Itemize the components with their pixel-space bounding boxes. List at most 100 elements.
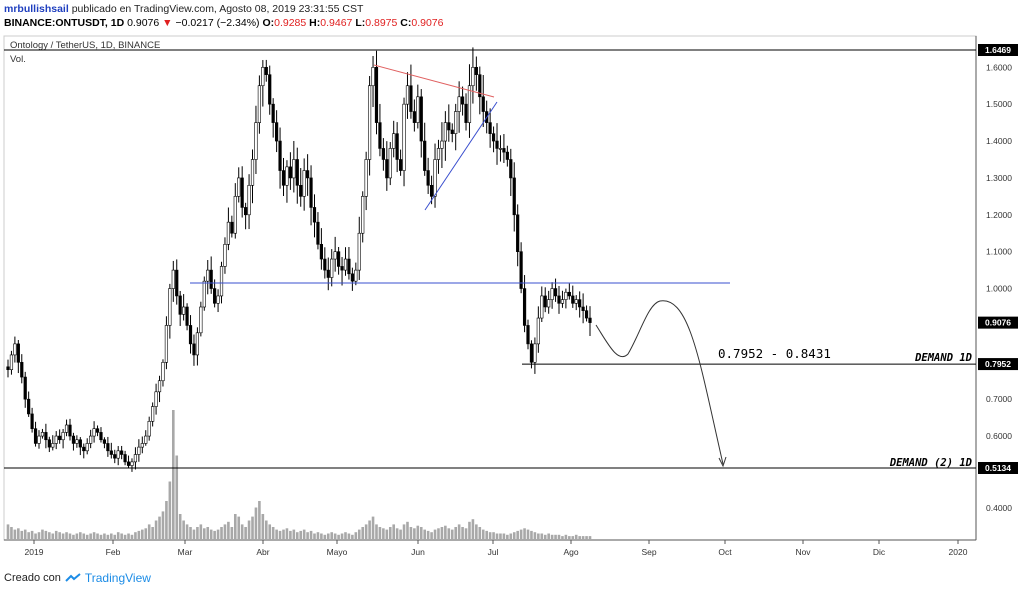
volume-bar (147, 524, 151, 540)
volume-bar (519, 529, 523, 540)
volume-bar (206, 527, 210, 540)
candle-body (130, 461, 134, 466)
volume-bar (309, 530, 313, 540)
candle-body (168, 288, 172, 326)
volume-bar (568, 536, 571, 540)
candle-body (78, 439, 82, 448)
volume-bar (161, 511, 165, 540)
candle-body (416, 96, 420, 123)
tradingview-brand[interactable]: TradingView (84, 571, 151, 585)
created-with-text: Creado con (4, 572, 61, 584)
candles (6, 47, 592, 472)
volume-bar (399, 529, 402, 540)
candle-body (498, 148, 503, 150)
candle-body (44, 432, 48, 441)
volume-bar (285, 528, 289, 540)
candle-body (85, 443, 89, 452)
volume-bar (306, 532, 309, 540)
candle-body (457, 96, 461, 112)
volume-bar (178, 514, 182, 540)
volume-bar (75, 533, 79, 540)
volume-bar (58, 532, 61, 540)
price-tick-label: 1.6000 (986, 62, 1012, 72)
volume-bar (406, 521, 409, 540)
volume-bar (492, 532, 495, 540)
author-link[interactable]: mrbullishsail (4, 3, 69, 15)
candle-body (23, 376, 27, 400)
candle-body (540, 295, 544, 319)
volume-bar (574, 534, 578, 540)
candle-body (502, 148, 506, 153)
price-label-text: 0.7952 (985, 359, 1011, 369)
chart-header: mrbullishsail publicado en TradingView.c… (4, 2, 444, 30)
candle-body (102, 439, 107, 444)
volume-bar (419, 527, 423, 540)
candle-body (109, 450, 113, 455)
candle-body (302, 170, 306, 197)
volume-bar (540, 533, 544, 540)
volume-bar (557, 534, 561, 540)
candle-body (75, 439, 79, 444)
volume-bar (554, 534, 557, 540)
candle-body (509, 159, 513, 179)
symbol-label: BINANCE:ONTUSDT, 1D (4, 17, 125, 29)
volume-bar (506, 534, 509, 540)
candle-body (178, 295, 182, 315)
price-tick-label: 0.7000 (986, 394, 1012, 404)
candle-body (240, 177, 244, 208)
volume-bar (65, 532, 68, 540)
candle-body (312, 207, 317, 223)
volume-bar (151, 527, 154, 540)
candle-body (126, 461, 131, 466)
volume-bar (430, 532, 433, 540)
candle-body (488, 122, 492, 134)
volume-bar (13, 529, 17, 540)
candle-body (547, 299, 551, 308)
volume-bar (316, 532, 320, 540)
demand-2-1d-label: DEMAND (2) 1D (889, 457, 972, 469)
candle-body (68, 424, 72, 437)
volume-bar (20, 530, 24, 540)
candle-body (340, 266, 344, 271)
volume-bar (48, 532, 51, 540)
volume-bar (478, 527, 482, 540)
candle-body (306, 170, 310, 179)
volume-bars (6, 410, 592, 540)
candle-body (423, 140, 427, 171)
volume-bar (79, 532, 82, 540)
candle-body (354, 269, 358, 282)
candle-body (89, 435, 93, 444)
candle-body (409, 85, 413, 112)
volume-bar (509, 533, 513, 540)
candle-body (519, 251, 523, 289)
candle-body (223, 244, 227, 267)
volume-bar (41, 529, 44, 540)
volume-bar (103, 533, 106, 540)
candle-body (257, 85, 261, 123)
candle-body (268, 74, 272, 105)
volume-bar (371, 516, 375, 540)
volume-bar (237, 516, 241, 540)
volume-bar (537, 533, 540, 540)
candle-body (447, 122, 451, 131)
volume-bar (196, 527, 199, 540)
candle-body (106, 443, 110, 452)
candle-body (51, 443, 55, 448)
candle-body (116, 450, 120, 459)
candle-body (206, 269, 210, 282)
candle-body (398, 159, 403, 171)
volume-bar (292, 529, 296, 540)
price-chart[interactable]: Ontology / TetherUS, 1D, BINANCE Vol. 1.… (0, 34, 1024, 564)
candle-body (378, 122, 382, 149)
volume-bar (516, 530, 519, 540)
candle-body (429, 185, 434, 197)
candle-body (61, 432, 65, 441)
candle-body (316, 221, 320, 245)
tradingview-logo-icon (65, 573, 81, 582)
candle-body (402, 103, 406, 171)
candle-body (213, 288, 217, 304)
candle-body (474, 66, 478, 75)
candle-body (578, 299, 582, 308)
volume-bar (27, 532, 30, 540)
volume-bar (227, 521, 230, 540)
